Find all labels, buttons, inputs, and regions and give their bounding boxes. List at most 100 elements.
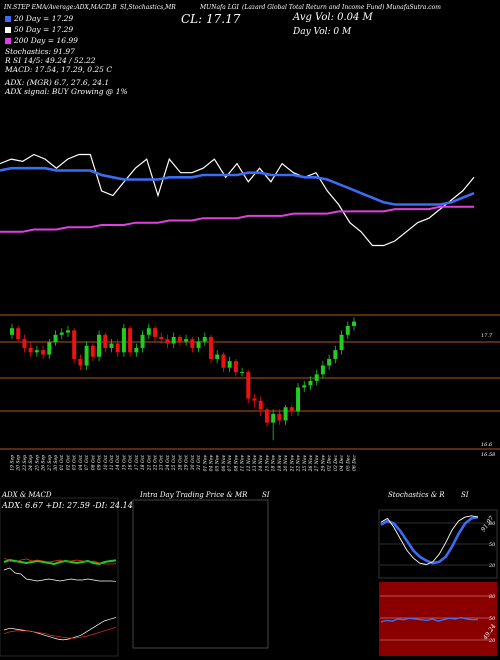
stochastics-readout: Stochastics: 91.97 (5, 47, 75, 56)
date-label: 02 Dec (327, 455, 333, 471)
intraday-panel-title: Intra Day Trading Price & MR (139, 491, 248, 499)
candle-body (159, 336, 164, 340)
stoch-line-1 (380, 515, 479, 565)
stoch-level-20: 20 (488, 563, 496, 569)
date-label: 06 Dec (352, 455, 358, 471)
candle-body (240, 372, 245, 374)
candle-body (90, 345, 95, 357)
date-label: 29 Nov (320, 455, 326, 473)
date-label: 30 Sep (53, 455, 59, 471)
date-label: 12 Nov (246, 455, 252, 472)
series-line-0 (0, 153, 475, 247)
candle-body (153, 328, 158, 337)
date-label: 30 Oct (190, 455, 196, 470)
date-label: 26 Sep (41, 455, 47, 472)
date-label: 16 Oct (128, 455, 134, 470)
date-label: 23 Oct (159, 455, 165, 471)
candle-body (277, 413, 282, 421)
date-label: 25 Oct (171, 455, 177, 471)
candle-body (264, 409, 269, 423)
date-label: 31 Oct (196, 455, 202, 470)
candle-body (320, 365, 325, 375)
price-label-top: 17.7 (481, 333, 493, 339)
moving-average-lines (0, 153, 475, 247)
candle-body (115, 343, 120, 353)
series-line-1 (0, 166, 475, 206)
macd-line-0 (3, 617, 117, 641)
candle-body (314, 374, 319, 381)
date-label: 26 Nov (308, 455, 314, 473)
date-label: 07 Oct (84, 455, 90, 470)
date-label: 20 Sep (16, 455, 22, 472)
date-label: 03 Oct (72, 455, 78, 470)
date-label: 22 Nov (296, 455, 302, 473)
date-label: 21 Oct (146, 455, 152, 471)
candle-body (352, 321, 356, 326)
candle-body (271, 413, 276, 423)
date-label: 15 Nov (264, 455, 270, 472)
date-label: 19 Nov (277, 455, 283, 472)
ema200-swatch (5, 38, 11, 44)
adx-panel-frame (0, 497, 119, 657)
date-label: 29 Oct (184, 455, 190, 471)
macd-readout: MACD: 17.54, 17.29, 0.25 C (5, 65, 113, 74)
candle-body (171, 336, 176, 344)
candlesticks (10, 317, 356, 441)
legend-ema50-label: 50 Day = 17.29 (14, 25, 74, 34)
date-label: 05 Nov (215, 455, 221, 472)
candle-body (109, 343, 114, 348)
date-label: 02 Oct (65, 455, 71, 470)
date-label: 10 Oct (103, 455, 109, 470)
si-level-50: 50 (489, 616, 496, 622)
adx-line-1 (3, 558, 117, 566)
stoch-level-80: 80 (489, 521, 496, 527)
date-label: 25 Sep (34, 455, 40, 472)
macd-line-1 (3, 626, 117, 639)
legend-ema200-label: 200 Day = 16.99 (14, 36, 78, 45)
candle-body (233, 361, 238, 373)
date-label: 01 Nov (202, 455, 208, 472)
date-axis: 19 Sep 20 Sep 23 Sep 24 Sep 25 Sep 26 Sep 27 S… (10, 455, 358, 473)
candle-body (16, 328, 21, 340)
candle-body (28, 347, 33, 353)
si-level-20: 20 (488, 638, 496, 644)
candle-body (190, 339, 195, 348)
candle-body (308, 380, 313, 386)
candle-body (196, 341, 201, 348)
intraday-si-label: SI (262, 491, 270, 499)
date-label: 14 Nov (258, 455, 264, 472)
date-label: 11 Nov (240, 455, 246, 472)
stochastics-si-label: SI (461, 491, 469, 499)
adx-panel-title: ADX & MACD (1, 491, 52, 499)
date-label: 25 Nov (302, 455, 308, 473)
adx-signal: ADX signal: BUY Growing @ 1% (5, 87, 128, 96)
legend-ema20: 20 Day = 17.29 (5, 14, 73, 24)
avg-volume: Avg Vol: 0.04 M (293, 12, 373, 23)
date-label: 04 Oct (78, 455, 84, 470)
date-label: 27 Nov (314, 455, 320, 473)
candle-body (252, 398, 257, 401)
date-label: 04 Nov (208, 455, 214, 472)
day-volume: Day Vol: 0 M (293, 27, 352, 37)
date-label: 01 Oct (59, 455, 65, 470)
candle-body (345, 325, 350, 335)
date-label: 05 Dec (345, 455, 351, 471)
candle-body (134, 347, 139, 353)
candle-body (302, 385, 307, 388)
legend-ema20-label: 20 Day = 17.29 (14, 14, 74, 23)
candle-body (121, 328, 126, 353)
candle-body (184, 339, 189, 342)
si-line-0 (380, 616, 479, 623)
candle-body (208, 336, 213, 359)
indicator-lines (3, 515, 479, 641)
candle-body (53, 334, 58, 343)
series-line-2 (0, 205, 474, 233)
date-label: 03 Dec (333, 455, 339, 471)
date-label: 18 Oct (140, 455, 146, 470)
candle-body (97, 334, 102, 357)
header-left-top: IN.STEP EMA/Average:ADX,MACD,B (4, 4, 117, 11)
candle-body (72, 330, 77, 359)
date-label: 08 Nov (233, 455, 239, 472)
candle-body (327, 358, 332, 366)
